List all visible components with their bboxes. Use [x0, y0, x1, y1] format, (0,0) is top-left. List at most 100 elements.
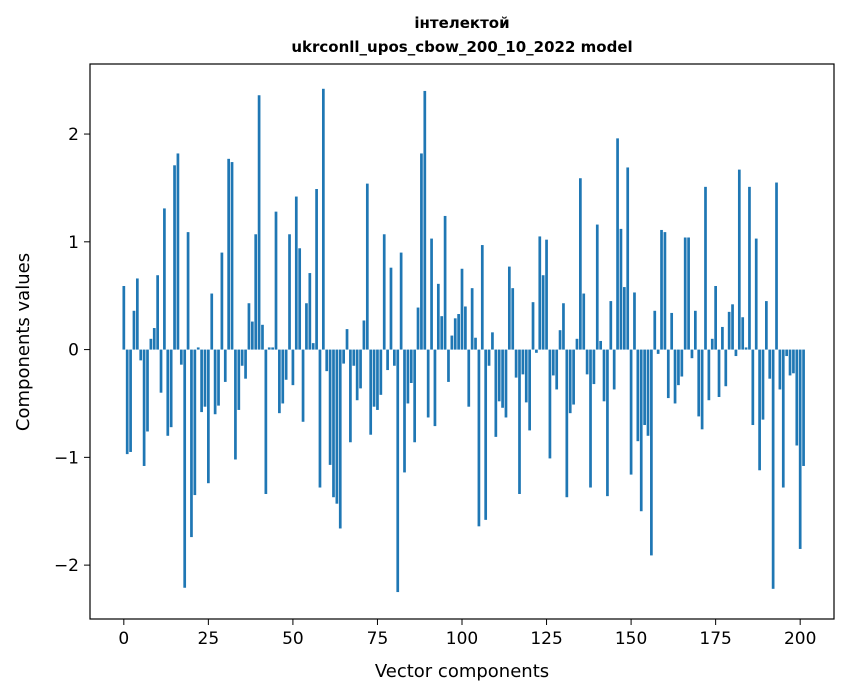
bar-component-163 [673, 349, 677, 404]
bar-component-72 [365, 183, 369, 350]
bar-component-117 [518, 349, 521, 494]
bar-component-53 [301, 349, 305, 422]
bar-component-159 [660, 229, 663, 350]
bar-component-169 [693, 310, 697, 350]
x-tick-label: 200 [784, 629, 816, 649]
bar-component-101 [464, 306, 467, 350]
bar-component-4 [135, 278, 139, 350]
bar-component-109 [491, 332, 494, 350]
bar-component-35 [240, 349, 244, 366]
bar-component-135 [579, 178, 582, 350]
bar-component-153 [639, 349, 643, 512]
bar-component-180 [731, 304, 734, 350]
bar-component-40 [257, 95, 261, 350]
bar-component-23 [200, 349, 203, 413]
bar-component-96 [447, 349, 450, 382]
bar-component-51 [294, 196, 298, 350]
bar-component-1 [125, 349, 129, 455]
bar-component-142 [602, 349, 606, 402]
bar-component-201 [802, 349, 805, 466]
bar-component-147 [619, 228, 623, 350]
bar-component-113 [504, 349, 508, 418]
bar-component-158 [656, 349, 660, 354]
x-tick-label: 25 [198, 629, 220, 649]
bar-component-70 [359, 349, 362, 389]
bar-component-49 [288, 234, 291, 350]
bar-component-87 [416, 307, 420, 350]
bar-component-174 [710, 338, 714, 350]
bar-component-143 [606, 349, 609, 497]
bar-component-100 [460, 268, 464, 350]
bar-component-130 [562, 303, 565, 350]
bar-component-17 [179, 349, 183, 365]
bar-component-79 [389, 267, 393, 350]
bar-component-83 [403, 349, 406, 473]
bar-component-71 [362, 320, 366, 350]
bar-component-57 [315, 189, 318, 350]
bar-component-127 [551, 349, 555, 376]
bar-component-183 [741, 317, 745, 350]
bar-component-69 [355, 349, 359, 401]
bar-component-156 [650, 349, 653, 556]
bar-component-24 [203, 349, 207, 407]
bar-component-59 [321, 88, 325, 350]
bar-component-10 [156, 275, 159, 350]
bar-component-115 [511, 288, 515, 350]
bar-component-178 [724, 349, 728, 387]
bar-component-107 [484, 349, 488, 520]
bar-component-6 [142, 349, 146, 466]
bar-component-148 [622, 287, 626, 350]
bar-component-66 [345, 329, 349, 350]
bar-component-175 [714, 286, 717, 350]
bar-component-188 [758, 349, 761, 471]
bar-component-95 [443, 215, 447, 350]
bar-component-182 [737, 169, 741, 350]
bar-component-112 [501, 349, 504, 408]
bar-component-199 [795, 349, 799, 446]
bar-component-132 [568, 349, 572, 414]
bar-component-84 [406, 349, 410, 404]
bar-component-136 [582, 293, 586, 350]
bar-component-104 [474, 337, 477, 350]
bar-component-94 [440, 316, 444, 350]
bar-component-15 [173, 165, 176, 350]
bar-component-186 [751, 349, 755, 426]
bar-component-193 [775, 182, 778, 350]
bar-component-133 [572, 349, 575, 405]
bar-component-25 [207, 349, 210, 484]
bar-component-191 [768, 349, 772, 379]
bar-component-120 [528, 349, 531, 431]
bar-component-171 [700, 349, 704, 430]
bar-component-73 [369, 349, 373, 435]
bar-component-194 [778, 349, 782, 390]
bar-component-123 [538, 236, 542, 350]
bar-component-81 [396, 349, 400, 593]
bar-component-30 [223, 349, 227, 382]
x-tick-label: 175 [699, 629, 731, 649]
bar-component-106 [480, 245, 484, 350]
bar-component-89 [423, 90, 427, 350]
bar-component-75 [376, 349, 379, 410]
bar-component-145 [612, 349, 616, 390]
bar-component-7 [146, 349, 149, 432]
bar-component-160 [663, 232, 667, 350]
bar-component-155 [646, 349, 650, 436]
x-tick-label: 150 [615, 629, 647, 649]
chart-title: інтелектой [414, 14, 509, 32]
bar-component-176 [717, 349, 721, 397]
bar-component-200 [798, 349, 802, 549]
bar-component-98 [453, 318, 457, 350]
bar-component-61 [328, 349, 332, 465]
bar-component-102 [467, 349, 471, 407]
bar-component-27 [213, 349, 217, 415]
bar-component-67 [349, 349, 352, 443]
bar-component-184 [744, 347, 748, 350]
bar-component-12 [163, 208, 166, 350]
bar-component-146 [616, 138, 619, 350]
bar-component-65 [342, 349, 345, 364]
bar-component-179 [727, 311, 731, 350]
bar-component-78 [386, 349, 389, 371]
bar-component-181 [734, 349, 738, 357]
bar-component-140 [595, 224, 599, 350]
bar-component-126 [548, 349, 552, 459]
